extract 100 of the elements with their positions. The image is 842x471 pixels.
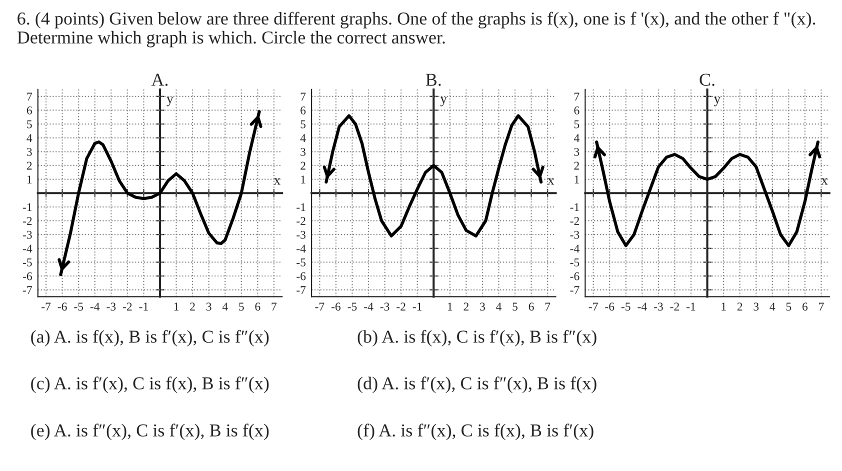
- y-tick-label: -5: [570, 258, 580, 266]
- x-tick-label: -6: [605, 302, 614, 311]
- y-tick-label: 4: [300, 134, 306, 142]
- x-tick-label: 3: [206, 302, 212, 311]
- y-tick-label: 1: [27, 176, 32, 184]
- x-tick-label: -3: [654, 302, 663, 311]
- x-tick-label: 2: [190, 302, 195, 310]
- y-tick-label: 7: [574, 92, 580, 100]
- text: (f) A. is f″(x), C is f(x), B is f′(x): [358, 424, 594, 440]
- x-tick-label: 4: [770, 302, 776, 310]
- text: (a) A. is f(x), B is f′(x), C is f″(x): [31, 330, 269, 346]
- y-tick-label: -3: [570, 230, 580, 239]
- y-tick-label: -3: [22, 230, 32, 239]
- x-tick-label: -3: [380, 302, 390, 311]
- y-tick-label: -5: [296, 258, 306, 266]
- y-axis-title: y: [714, 96, 721, 106]
- y-tick-label: -7: [296, 286, 306, 294]
- y-axis-title: y: [166, 96, 174, 106]
- chart-title: C.: [700, 74, 714, 86]
- y-tick-label: -4: [22, 244, 32, 252]
- x-tick-label: 1: [174, 302, 178, 310]
- chart-title: B.: [426, 74, 441, 86]
- text: (c) A. is f′(x), C is f(x), B is f″(x): [31, 376, 269, 394]
- x-tick-label: -4: [90, 302, 100, 310]
- y-tick-label: -2: [296, 217, 306, 225]
- line-series: [324, 114, 543, 238]
- y-tick-label: 1: [301, 176, 306, 184]
- y-tick-label: 2: [26, 162, 32, 170]
- x-tick-label: -2: [396, 302, 406, 310]
- y-tick-label: 5: [574, 120, 580, 128]
- y-tick-label: -4: [570, 244, 580, 252]
- x-tick-label: 7: [272, 302, 277, 310]
- chart-title: A.: [151, 74, 168, 86]
- y-tick-label: -7: [22, 286, 32, 294]
- y-tick-label: 3: [300, 148, 306, 156]
- y-tick-label: 6: [300, 106, 306, 114]
- y-tick-label: 2: [300, 162, 306, 170]
- x-tick-label: 5: [239, 302, 244, 311]
- y-tick-label: -1: [22, 203, 32, 212]
- y-tick-label: 3: [574, 148, 580, 156]
- text: (b) A. is f(x), C is f′(x), B is f″(x): [358, 330, 596, 346]
- x-tick-label: 2: [737, 302, 742, 310]
- x-tick-label: 4: [496, 302, 502, 310]
- y-tick-label: 5: [27, 120, 32, 128]
- x-axis-title: x: [547, 178, 554, 185]
- y-tick-label: -1: [570, 203, 579, 212]
- y-tick-label: -1: [296, 203, 306, 212]
- y-tick-label: 7: [27, 92, 32, 100]
- line-series: [595, 140, 820, 248]
- y-tick-label: -6: [22, 272, 32, 280]
- y-tick-label: 2: [574, 162, 579, 170]
- x-tick-label: 7: [545, 302, 550, 310]
- x-tick-label: 7: [819, 302, 824, 310]
- y-tick-label: -3: [296, 230, 306, 239]
- text: (d) A. is f′(x), C is f″(x), B is f(x): [358, 376, 596, 394]
- x-tick-label: 5: [786, 302, 792, 311]
- x-tick-label: 6: [528, 302, 534, 311]
- y-tick-label: 4: [574, 134, 580, 142]
- x-tick-label: 4: [222, 302, 228, 310]
- x-tick-label: 6: [802, 302, 808, 311]
- x-tick-label: -2: [122, 302, 132, 310]
- x-axis-title: x: [274, 178, 280, 185]
- y-tick-label: 7: [300, 92, 306, 100]
- text: 6. (4 points) Given below are three different graphs. One of the graphs is f(x), one is f '(x), and the other f "(x). Determine which graph is which. Circle the correct answer.: [17, 12, 816, 48]
- y-tick-label: 3: [26, 148, 32, 156]
- x-tick-label: -3: [106, 302, 116, 311]
- x-tick-label: -7: [42, 302, 51, 310]
- y-tick-label: -2: [22, 217, 32, 225]
- y-tick-label: -4: [296, 244, 306, 252]
- x-tick-label: 5: [512, 302, 518, 311]
- x-tick-label: -5: [348, 302, 357, 311]
- x-axis-title: x: [821, 178, 828, 185]
- y-tick-label: 5: [300, 120, 306, 128]
- x-tick-label: -1: [139, 302, 148, 310]
- text: (e) A. is f″(x), C is f′(x), B is f(x): [31, 424, 269, 440]
- x-tick-label: -1: [412, 302, 422, 310]
- x-tick-label: -1: [686, 302, 696, 310]
- y-tick-label: 1: [574, 176, 579, 184]
- x-tick-label: 2: [464, 302, 468, 310]
- x-tick-label: -7: [315, 302, 324, 310]
- y-tick-label: 4: [26, 134, 32, 142]
- x-tick-label: 3: [480, 302, 485, 311]
- x-tick-label: -5: [621, 302, 630, 311]
- x-tick-label: 1: [722, 302, 726, 310]
- y-tick-label: -2: [570, 217, 579, 225]
- x-tick-label: -6: [58, 302, 67, 311]
- y-tick-label: -5: [22, 258, 32, 266]
- line-series: [59, 110, 261, 276]
- y-tick-label: -6: [570, 272, 580, 280]
- x-tick-label: -7: [588, 302, 598, 310]
- x-tick-label: -5: [74, 302, 84, 311]
- x-tick-label: 1: [448, 302, 452, 310]
- x-tick-label: 3: [754, 302, 759, 311]
- y-axis-title: y: [440, 96, 448, 106]
- y-tick-label: -6: [296, 272, 306, 280]
- y-tick-label: 6: [26, 106, 32, 114]
- x-tick-label: -6: [331, 302, 341, 311]
- y-tick-label: -7: [570, 286, 580, 294]
- x-tick-label: -2: [670, 302, 679, 310]
- x-tick-label: -4: [364, 302, 374, 310]
